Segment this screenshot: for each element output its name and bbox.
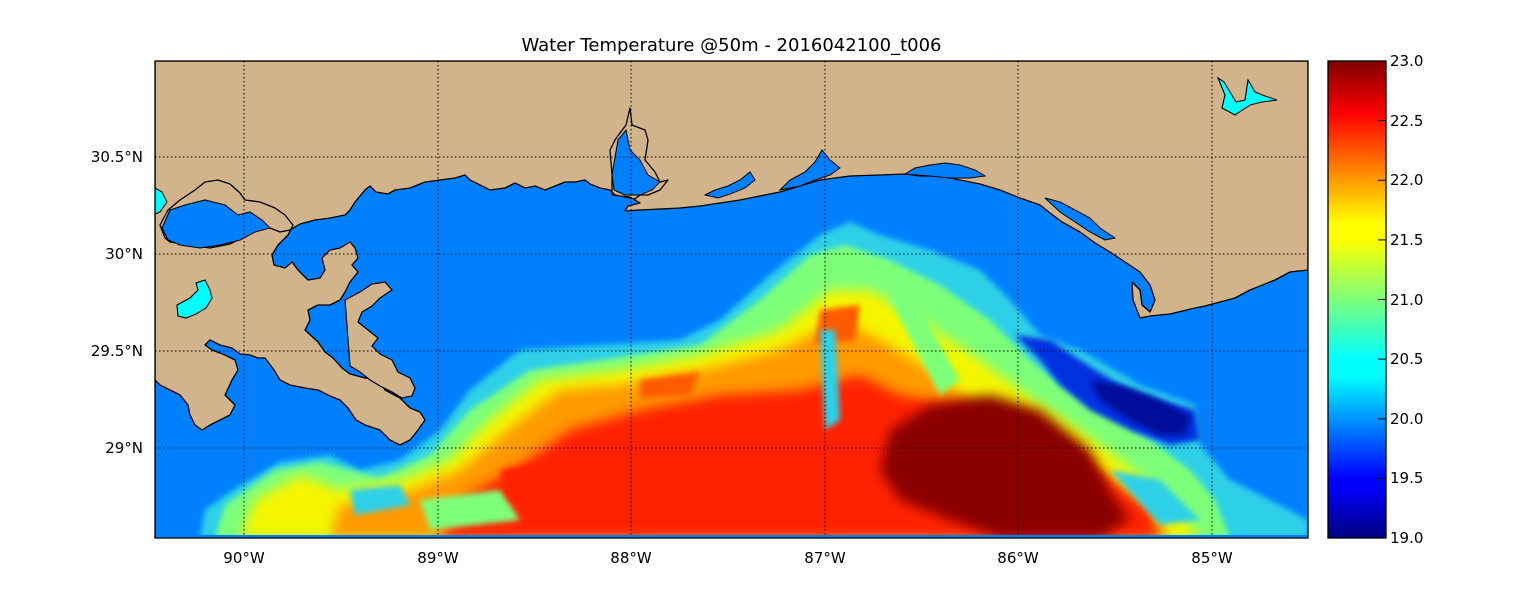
colorbar: 19.0 19.5 20.0 20.5 21.0 21.5 22.0 22.5 … — [1327, 52, 1423, 547]
lon-tick-label: 85°W — [1191, 549, 1233, 567]
lat-tick-label: 30°N — [105, 245, 143, 263]
lake-west — [176, 279, 213, 319]
colorbar-tick-label: 21.5 — [1390, 231, 1423, 249]
lat-tick-label: 29.5°N — [91, 342, 143, 360]
map-border — [154, 60, 1309, 539]
colorbar-tick-label: 20.0 — [1390, 410, 1423, 428]
lon-tick-label: 89°W — [417, 549, 459, 567]
lat-tick-labels: 30.5°N 30°N 29.5°N 29°N — [91, 148, 143, 457]
colorbar-tick-label: 19.5 — [1390, 469, 1423, 487]
colorbar-tick-label: 23.0 — [1390, 52, 1423, 70]
perdido-bay — [703, 171, 756, 199]
temperature-field — [155, 222, 1308, 538]
graticule — [155, 61, 1308, 538]
colorbar-tick-label: 21.0 — [1390, 291, 1423, 309]
lon-tick-label: 87°W — [804, 549, 846, 567]
pensacola-bay — [778, 149, 841, 191]
delta-land — [344, 281, 416, 399]
lon-tick-labels: 90°W 89°W 88°W 87°W 86°W 85°W — [223, 549, 1233, 567]
colorbar-gradient — [1327, 60, 1387, 539]
colorbar-tick-label: 22.5 — [1390, 112, 1423, 130]
colorbar-tick-label: 20.5 — [1390, 350, 1423, 368]
lake-pontchartrain — [161, 199, 272, 249]
map-plot-area — [155, 61, 1308, 538]
lon-tick-label: 90°W — [223, 549, 265, 567]
colorbar-ticks — [1378, 60, 1386, 539]
choctawhatchee-bay — [903, 162, 987, 179]
lake-edge — [155, 187, 168, 215]
lon-tick-label: 88°W — [610, 549, 652, 567]
mobile-bay — [611, 128, 661, 196]
colorbar-tick-label: 22.0 — [1390, 171, 1423, 189]
st-andrew-bay — [1044, 197, 1117, 241]
lat-tick-label: 30.5°N — [91, 148, 143, 166]
map-title: Water Temperature @50m - 2016042100_t006 — [521, 35, 942, 56]
lon-tick-label: 86°W — [997, 549, 1039, 567]
lake-east — [1216, 76, 1278, 116]
lat-tick-label: 29°N — [105, 439, 143, 457]
colorbar-tick-label: 19.0 — [1390, 529, 1423, 547]
